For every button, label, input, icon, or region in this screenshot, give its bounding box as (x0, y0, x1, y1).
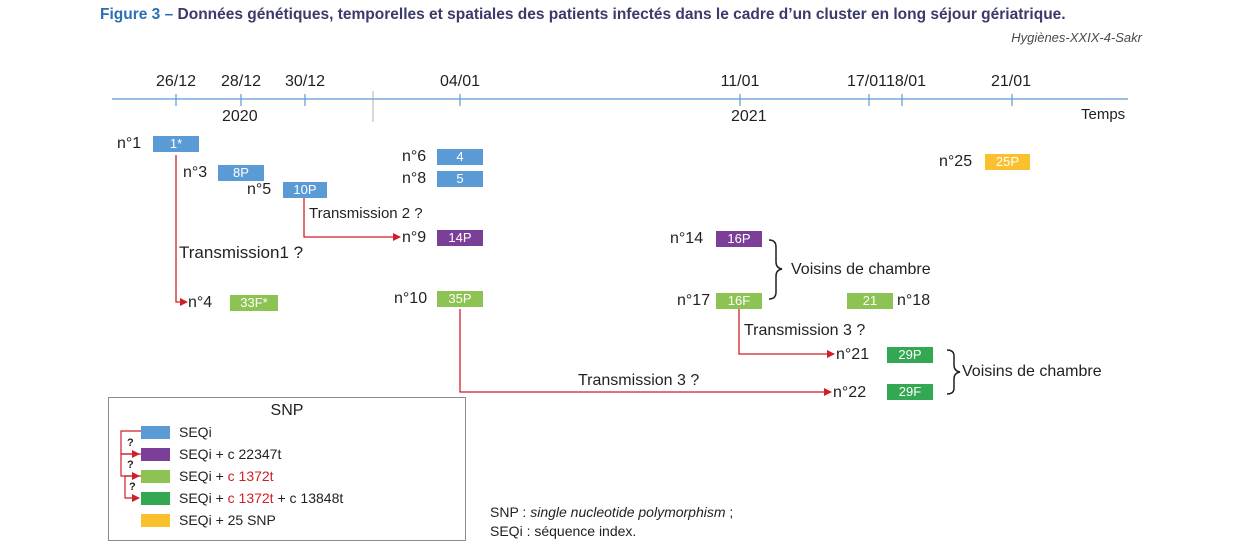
legend-swatch (141, 492, 170, 505)
legend-swatch (141, 426, 170, 439)
legend-title: SNP (270, 402, 304, 419)
question-mark: ? (127, 459, 134, 471)
transmission-label: Transmission 2 ? (309, 205, 423, 222)
legend-label: SEQi + c 1372t (179, 468, 274, 484)
patient-label: n°18 (897, 292, 931, 309)
axis-label: Temps (1081, 106, 1126, 123)
legend-label: SEQi + c 1372t + c 13848t (179, 490, 344, 506)
figure-title: Figure 3 – Données génétiques, temporell… (100, 6, 1066, 24)
patient-box: 14P (437, 230, 483, 246)
patient-box: 21 (847, 293, 893, 309)
patient-label: n°22 (833, 384, 867, 401)
patient-box: 35P (437, 291, 483, 307)
brace-1 (768, 239, 783, 300)
tick-label: 17/01 (846, 73, 888, 90)
year-label: 2020 (222, 108, 258, 125)
patient-label: n°9 (402, 229, 427, 246)
patient-box: 4 (437, 149, 483, 165)
arrow-transmission-3a (738, 309, 835, 358)
question-mark: ? (127, 437, 134, 449)
patient-box: 33F* (230, 295, 278, 311)
figure-title-text: Données génétiques, temporelles et spati… (177, 6, 1066, 23)
legend-swatch (141, 514, 170, 527)
patient-label: n°1 (117, 135, 142, 152)
tick-label: 21/01 (990, 73, 1032, 90)
neighbor-braces (768, 239, 961, 395)
patient-label: n°21 (836, 346, 870, 363)
neighbor-label: Voisins de chambre (791, 261, 931, 278)
patient-label: n°17 (677, 292, 711, 309)
legend-question-arrows (120, 430, 141, 502)
transmission-label: Transmission 3 ? (578, 372, 700, 389)
axis-ticks (175, 94, 1013, 106)
footnote-seqi: SEQi : séquence index. (490, 523, 637, 539)
patient-label: n°25 (939, 153, 973, 170)
patient-box: 16F (716, 293, 762, 309)
legend-label: SEQi (179, 424, 212, 440)
transmission-label: Transmission 3 ? (744, 322, 866, 339)
patient-label: n°10 (394, 290, 428, 307)
patient-label: n°8 (402, 170, 427, 187)
footnote-snp: SNP : single nucleotide polymorphism ; (490, 504, 734, 520)
year-label: 2021 (731, 108, 767, 125)
tick-label: 30/12 (284, 73, 326, 90)
patient-label: n°3 (183, 164, 208, 181)
legend-swatch (141, 448, 170, 461)
patient-label: n°14 (670, 230, 704, 247)
figure-source: Hygiènes-XXIX-4-Sakr (1011, 30, 1142, 45)
patient-box: 5 (437, 171, 483, 187)
brace-2 (946, 349, 961, 395)
patient-label: n°5 (247, 181, 272, 198)
patient-label: n°4 (188, 294, 213, 311)
arrow-transmission-3b (459, 309, 832, 396)
transmission-arrows (175, 155, 835, 396)
legend-label: SEQi + 25 SNP (179, 512, 276, 528)
tick-label: 11/01 (720, 73, 760, 90)
arrow-transmission-2 (303, 198, 401, 241)
transmission-label: Transmission1 ? (179, 243, 304, 262)
legend-box: SNP SEQi SEQi + c 22347t SEQi + c 1372t … (108, 397, 466, 541)
patient-box: 1* (153, 136, 199, 152)
patient-box: 10P (283, 182, 327, 198)
figure-label: Figure 3 – (100, 6, 178, 23)
tick-label: 26/12 (155, 73, 197, 90)
neighbor-label: Voisins de chambre (962, 363, 1102, 380)
patient-box: 29F (887, 384, 933, 400)
question-mark: ? (129, 481, 136, 493)
tick-label: 28/12 (220, 73, 262, 90)
patient-box: 16P (716, 231, 762, 247)
tick-label: 04/01 (439, 73, 481, 90)
patient-box: 29P (887, 347, 933, 363)
patient-label: n°6 (402, 148, 427, 165)
tick-label: 18/01 (885, 73, 927, 90)
patient-box: 8P (218, 165, 264, 181)
arrow-transmission-1 (175, 155, 188, 306)
patient-box: 25P (985, 154, 1030, 170)
legend-swatch (141, 470, 170, 483)
legend-label: SEQi + c 22347t (179, 446, 282, 462)
